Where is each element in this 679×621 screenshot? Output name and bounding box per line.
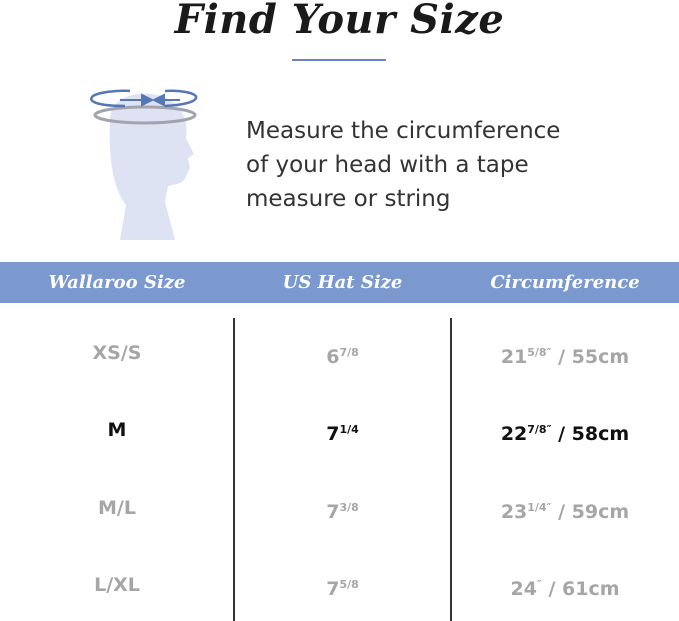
wallaroo-size: L/XL xyxy=(94,574,140,596)
circ-cm: / 58cm xyxy=(551,423,630,445)
hat-fraction: 1/4 xyxy=(339,423,359,436)
circumference: 24″ / 61cm xyxy=(451,565,679,609)
hat-fraction: 5/8 xyxy=(339,578,359,591)
hat-fraction: 3/8 xyxy=(339,501,359,514)
title-underline xyxy=(292,59,386,61)
us-hat-size: 67/8 xyxy=(234,333,451,377)
circ-cm: / 59cm xyxy=(551,501,630,523)
table-row: L/XL 75/8 24″ / 61cm xyxy=(0,565,679,605)
circ-inches: 22 xyxy=(500,423,528,445)
header-us-hat-size: US Hat Size xyxy=(282,272,403,293)
hat-fraction: 7/8 xyxy=(339,346,359,359)
table-header: Wallaroo Size US Hat Size Circumference xyxy=(0,262,679,303)
table-row: M/L 73/8 231/4″ / 59cm xyxy=(0,488,679,528)
circ-fraction: ″ xyxy=(536,578,542,591)
us-hat-size: 73/8 xyxy=(234,488,451,532)
table-row: M 71/4 227/8″ / 58cm xyxy=(0,410,679,450)
circ-fraction: 5/8″ xyxy=(527,346,552,359)
instruction-line: measure or string xyxy=(246,186,451,212)
circ-inches: 24 xyxy=(510,578,537,600)
hat-whole: 7 xyxy=(326,423,340,445)
circumference: 231/4″ / 59cm xyxy=(451,488,679,532)
hat-whole: 6 xyxy=(326,346,340,368)
hat-whole: 7 xyxy=(326,578,340,600)
circ-cm: / 55cm xyxy=(551,346,630,368)
circumference: 227/8″ / 58cm xyxy=(451,410,679,454)
table-row: XS/S 67/8 215/8″ / 55cm xyxy=(0,333,679,373)
instruction-line: of your head with a tape xyxy=(246,152,529,178)
circ-fraction: 7/8″ xyxy=(527,423,552,436)
circ-cm: / 61cm xyxy=(541,578,620,600)
column-divider xyxy=(450,318,452,621)
circ-inches: 23 xyxy=(500,501,528,523)
header-circumference: Circumference xyxy=(490,272,640,293)
instruction-line: Measure the circumference xyxy=(246,118,561,144)
header-wallaroo-size: Wallaroo Size xyxy=(48,272,186,293)
circ-fraction: 1/4″ xyxy=(527,501,552,514)
us-hat-size: 75/8 xyxy=(234,565,451,609)
wallaroo-size: XS/S xyxy=(92,342,142,364)
circ-inches: 21 xyxy=(500,346,528,368)
column-divider xyxy=(233,318,235,621)
circumference: 215/8″ / 55cm xyxy=(451,333,679,377)
head-measure-icon xyxy=(89,89,198,240)
instruction-text: Measure the circumference of your head w… xyxy=(246,114,560,216)
page-title: Find Your Size xyxy=(174,0,505,43)
wallaroo-size: M/L xyxy=(98,497,136,519)
wallaroo-size: M xyxy=(107,419,127,441)
us-hat-size: 71/4 xyxy=(234,410,451,454)
hat-whole: 7 xyxy=(326,501,340,523)
